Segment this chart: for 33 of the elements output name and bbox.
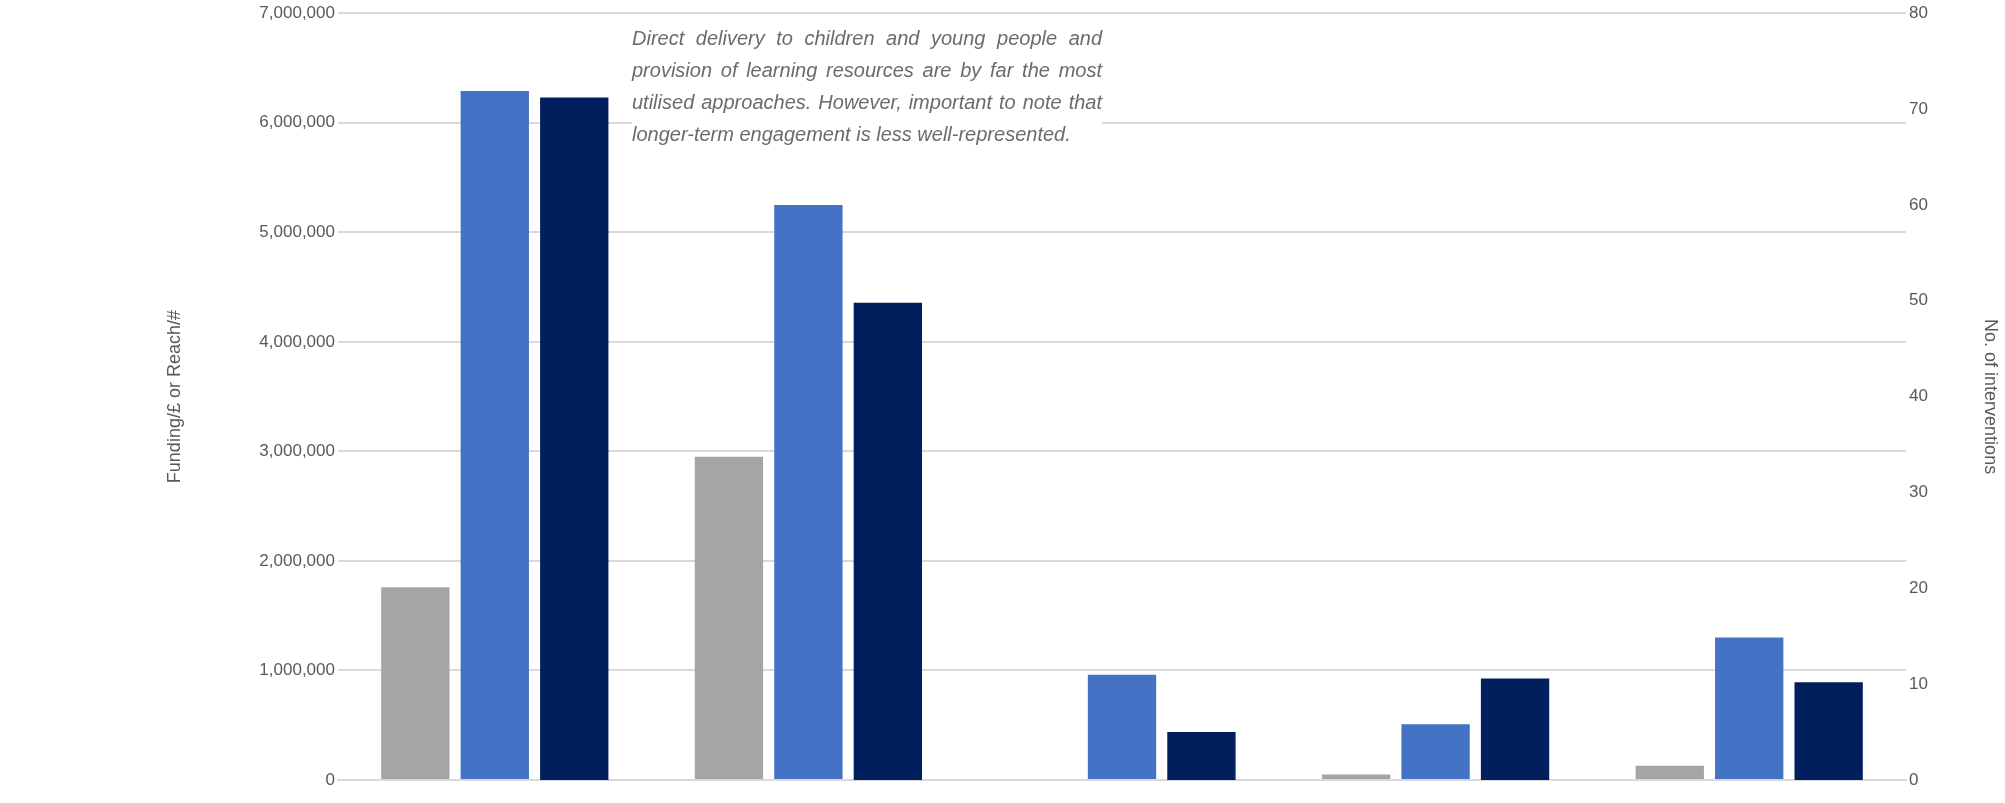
y2-tick-label: 80: [1909, 2, 1928, 22]
bar: [1635, 765, 1704, 779]
y2-tick-label: 10: [1909, 673, 1928, 693]
y-tick-label: 2,000,000: [259, 550, 335, 570]
bar: [460, 90, 529, 779]
y2-tick-label: 40: [1909, 386, 1928, 406]
bar: [1401, 724, 1470, 779]
annotation: Direct delivery to children and young people and provision of learning resources are by far the most utilised approaches. However, important to note that longer-term engagement is less well-represented.: [632, 22, 1102, 150]
y-tick-label: 1,000,000: [259, 660, 335, 680]
y2-tick-label: 70: [1909, 98, 1928, 118]
bar: [1715, 637, 1784, 779]
y-tick-label: 7,000,000: [259, 2, 335, 22]
y-tick-label: 3,000,000: [259, 441, 335, 461]
y-tick-label: 0: [325, 769, 335, 789]
y2-axis-title: No. of interventions: [1981, 319, 2002, 475]
y2-tick-label: 30: [1909, 482, 1928, 502]
bar: [381, 587, 450, 779]
bar: [774, 204, 843, 779]
y-tick-label: 4,000,000: [259, 331, 335, 351]
y2-tick-label: 0: [1909, 769, 1919, 789]
y2-tick-label: 60: [1909, 194, 1928, 214]
bar: [1087, 674, 1157, 779]
bar: [853, 302, 923, 780]
bar: [540, 97, 609, 780]
bar: [1794, 682, 1863, 780]
y-tick-label: 6,000,000: [259, 112, 335, 132]
y2-tick-label: 20: [1909, 577, 1928, 597]
y2-tick-label: 50: [1909, 290, 1928, 310]
y-axis-title: Funding/£ or Reach/#: [163, 310, 184, 484]
bar: [694, 456, 764, 779]
bar: [1167, 732, 1236, 780]
y-tick-label: 5,000,000: [259, 221, 335, 241]
bar: [1480, 678, 1550, 780]
